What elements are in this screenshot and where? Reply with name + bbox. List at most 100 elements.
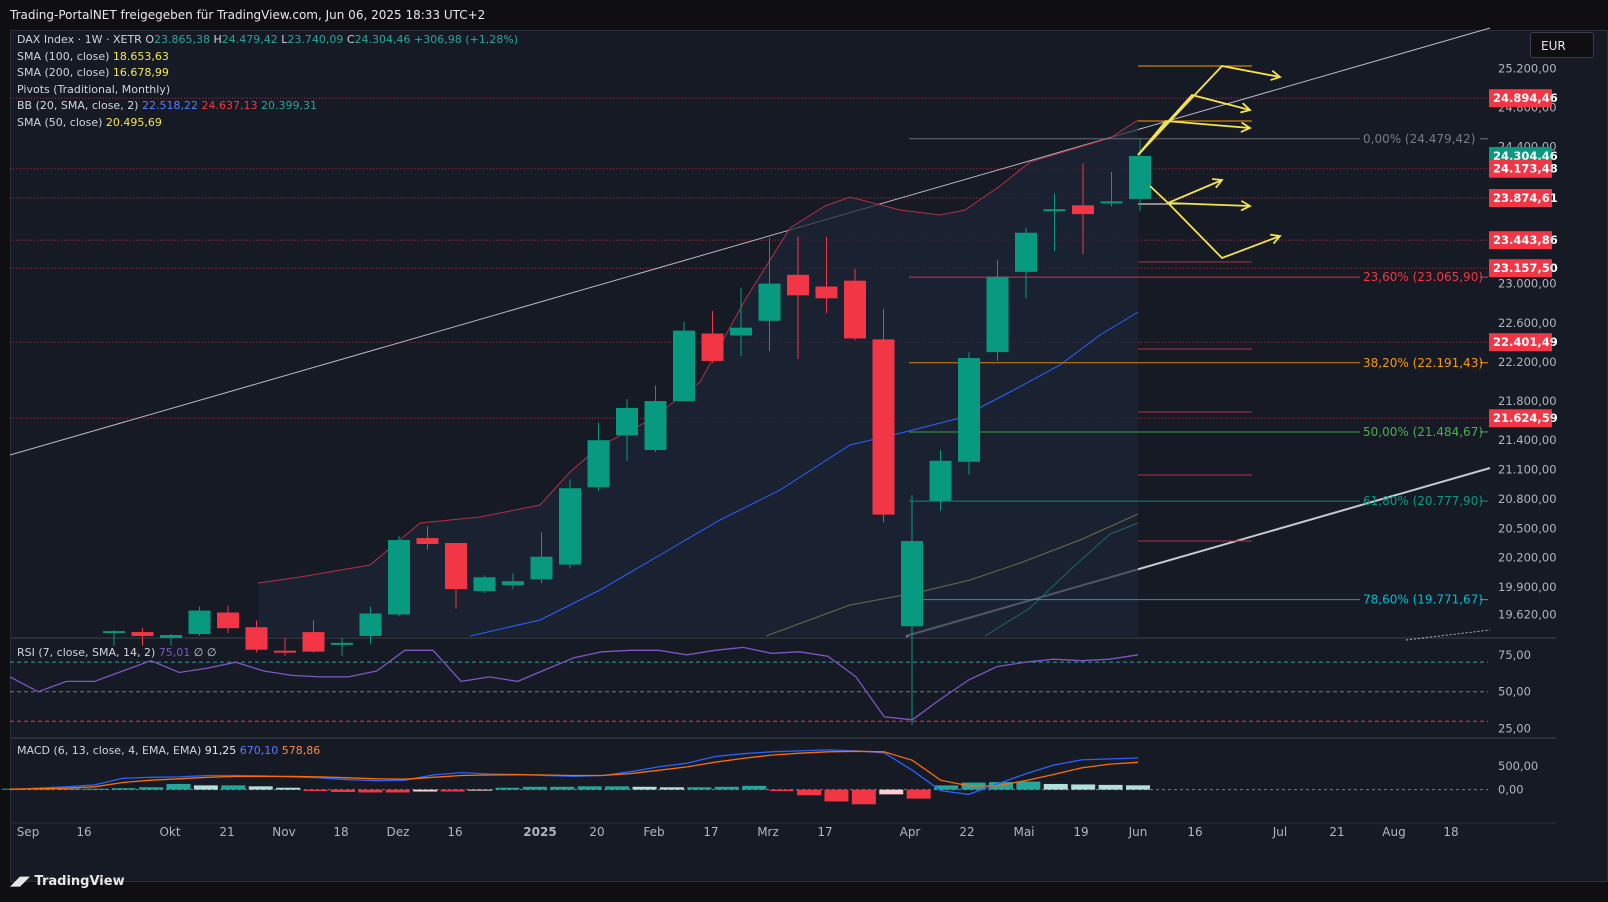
macd-histogram-bar [659,787,684,790]
time-axis-tick: Feb [643,825,664,839]
candle-body [302,632,325,652]
candle-body [958,358,980,462]
tradingview-logo: ◢◤ TradingView [10,874,125,889]
macd-histogram-bar [413,789,438,792]
macd-line-value: 670,10 [239,744,279,757]
indicator-value: 22.518,22 [141,99,198,112]
bb-lower-band [984,522,1139,637]
time-axis-tick: Nov [272,825,295,839]
candle-body [217,612,239,629]
price-axis-tick: 22.600,00 [1498,316,1557,330]
indicator-sma200[interactable]: SMA (200, close) 16.678,99 [17,65,518,82]
candle-body [730,327,752,336]
macd-histogram-bar [248,786,273,790]
close-label: C [346,33,355,46]
candle-body [274,650,296,653]
candle-body [701,333,724,361]
macd-histogram-bar [330,789,355,792]
scenario-arrow [1137,120,1251,156]
indicator-sma50[interactable]: SMA (50, close) 20.495,69 [17,115,518,132]
price-label-text: 23.157,50 [1493,261,1558,275]
currency-button[interactable]: EUR [1530,32,1594,58]
scenario-arrow-head [1270,69,1282,81]
macd-histogram-bar [1043,783,1068,790]
candle-body [787,274,809,296]
candle-body [160,635,182,638]
time-axis-tick: Mrz [757,825,779,839]
price-axis-tick: 20.200,00 [1498,551,1557,565]
candle-body [986,276,1009,353]
macd-histogram-bar [769,789,794,792]
time-axis-tick: 21 [1329,825,1344,839]
price-label-text: 24.173,48 [1493,162,1558,176]
macd-axis-tick: 0,00 [1498,783,1524,797]
indicator-value: 24.637,13 [201,99,258,112]
price-axis-tick: 22.200,00 [1498,355,1557,369]
symbol-label[interactable]: DAX Index · 1W · XETR [17,33,142,46]
indicator-pivots[interactable]: Pivots (Traditional, Monthly) [17,82,518,99]
macd-histogram-bar [166,783,191,790]
high-label: H [213,33,222,46]
time-axis-tick: 22 [959,825,974,839]
rsi-legend[interactable]: RSI (7, close, SMA, 14, 2) 75,01 ∅ ∅ [17,645,216,662]
macd-histogram-bar [111,788,136,790]
price-label-text: 23.443,86 [1493,233,1558,247]
indicator-label: SMA (50, close) [17,115,103,129]
change-value: +306,98 (+1,28%) [414,33,518,46]
time-axis-tick: 17 [703,825,718,839]
candle-body [131,632,154,636]
sma-line [765,513,1139,637]
macd-histogram-bar [988,782,1013,790]
candle-body [445,543,467,590]
time-axis-tick: 21 [219,825,234,839]
price-axis-tick: 25.200,00 [1498,61,1557,75]
time-axis-tick: Jun [1128,825,1148,839]
macd-histogram-bar [1016,781,1041,790]
macd-histogram-bar [221,785,246,790]
macd-histogram-bar [906,789,931,799]
macd-histogram-bar [851,789,876,805]
indicator-label: SMA (100, close) [17,49,110,63]
candle-body [416,538,439,544]
candle-body [901,541,923,627]
tv-logo-icon: ◢◤ [10,874,30,889]
open-value: 23.865,38 [154,33,210,46]
macd-histogram-bar [358,789,383,793]
macd-histogram-bar [139,787,164,790]
low-value: 23.740,09 [287,33,344,46]
macd-histogram-bar [605,786,630,790]
time-axis-tick: Aug [1382,825,1405,839]
symbol-ohlc-row[interactable]: DAX Index · 1W · XETR O23.865,38 H24.479… [17,32,518,49]
indicator-bb[interactable]: BB (20, SMA, close, 2) 22.518,22 24.637,… [17,98,518,115]
macd-histogram-bar [468,789,493,791]
candle-body [1043,209,1066,212]
candle-body [1015,232,1037,272]
candle-body [103,631,125,634]
indicator-sma100[interactable]: SMA (100, close) 18.653,63 [17,49,518,66]
share-header: Trading-PortalNET freigegeben für Tradin… [10,8,486,22]
macd-legend[interactable]: MACD (6, 13, close, 4, EMA, EMA) 91,25 6… [17,743,320,760]
macd-histogram-bar [495,787,520,790]
macd-hist-value: 91,25 [204,744,237,757]
macd-label: MACD (6, 13, close, 4, EMA, EMA) [17,744,202,757]
macd-histogram-bar [56,788,81,790]
sma50-line [469,311,1139,637]
indicator-label: Pivots (Traditional, Monthly) [17,82,171,96]
macd-histogram-bar [687,787,712,790]
fib-level-label: 61,80% (20.777,90) [1363,494,1483,508]
macd-histogram-bar [632,786,657,790]
time-axis-tick: Mai [1013,825,1034,839]
close-value: 24.304,46 [354,33,411,46]
low-label: L [281,33,288,46]
candle-body [929,460,952,501]
candle-body [758,283,781,321]
price-label-box [1489,188,1552,207]
macd-histogram-bar [1126,785,1150,790]
scenario-arrow-head [1240,200,1252,212]
price-axis-tick: 19.620,00 [1498,607,1557,621]
time-axis-tick: 2025 [523,825,556,839]
candle-body [587,440,610,488]
price-label-box [1489,89,1552,108]
price-axis-tick: 23.000,00 [1498,277,1557,291]
